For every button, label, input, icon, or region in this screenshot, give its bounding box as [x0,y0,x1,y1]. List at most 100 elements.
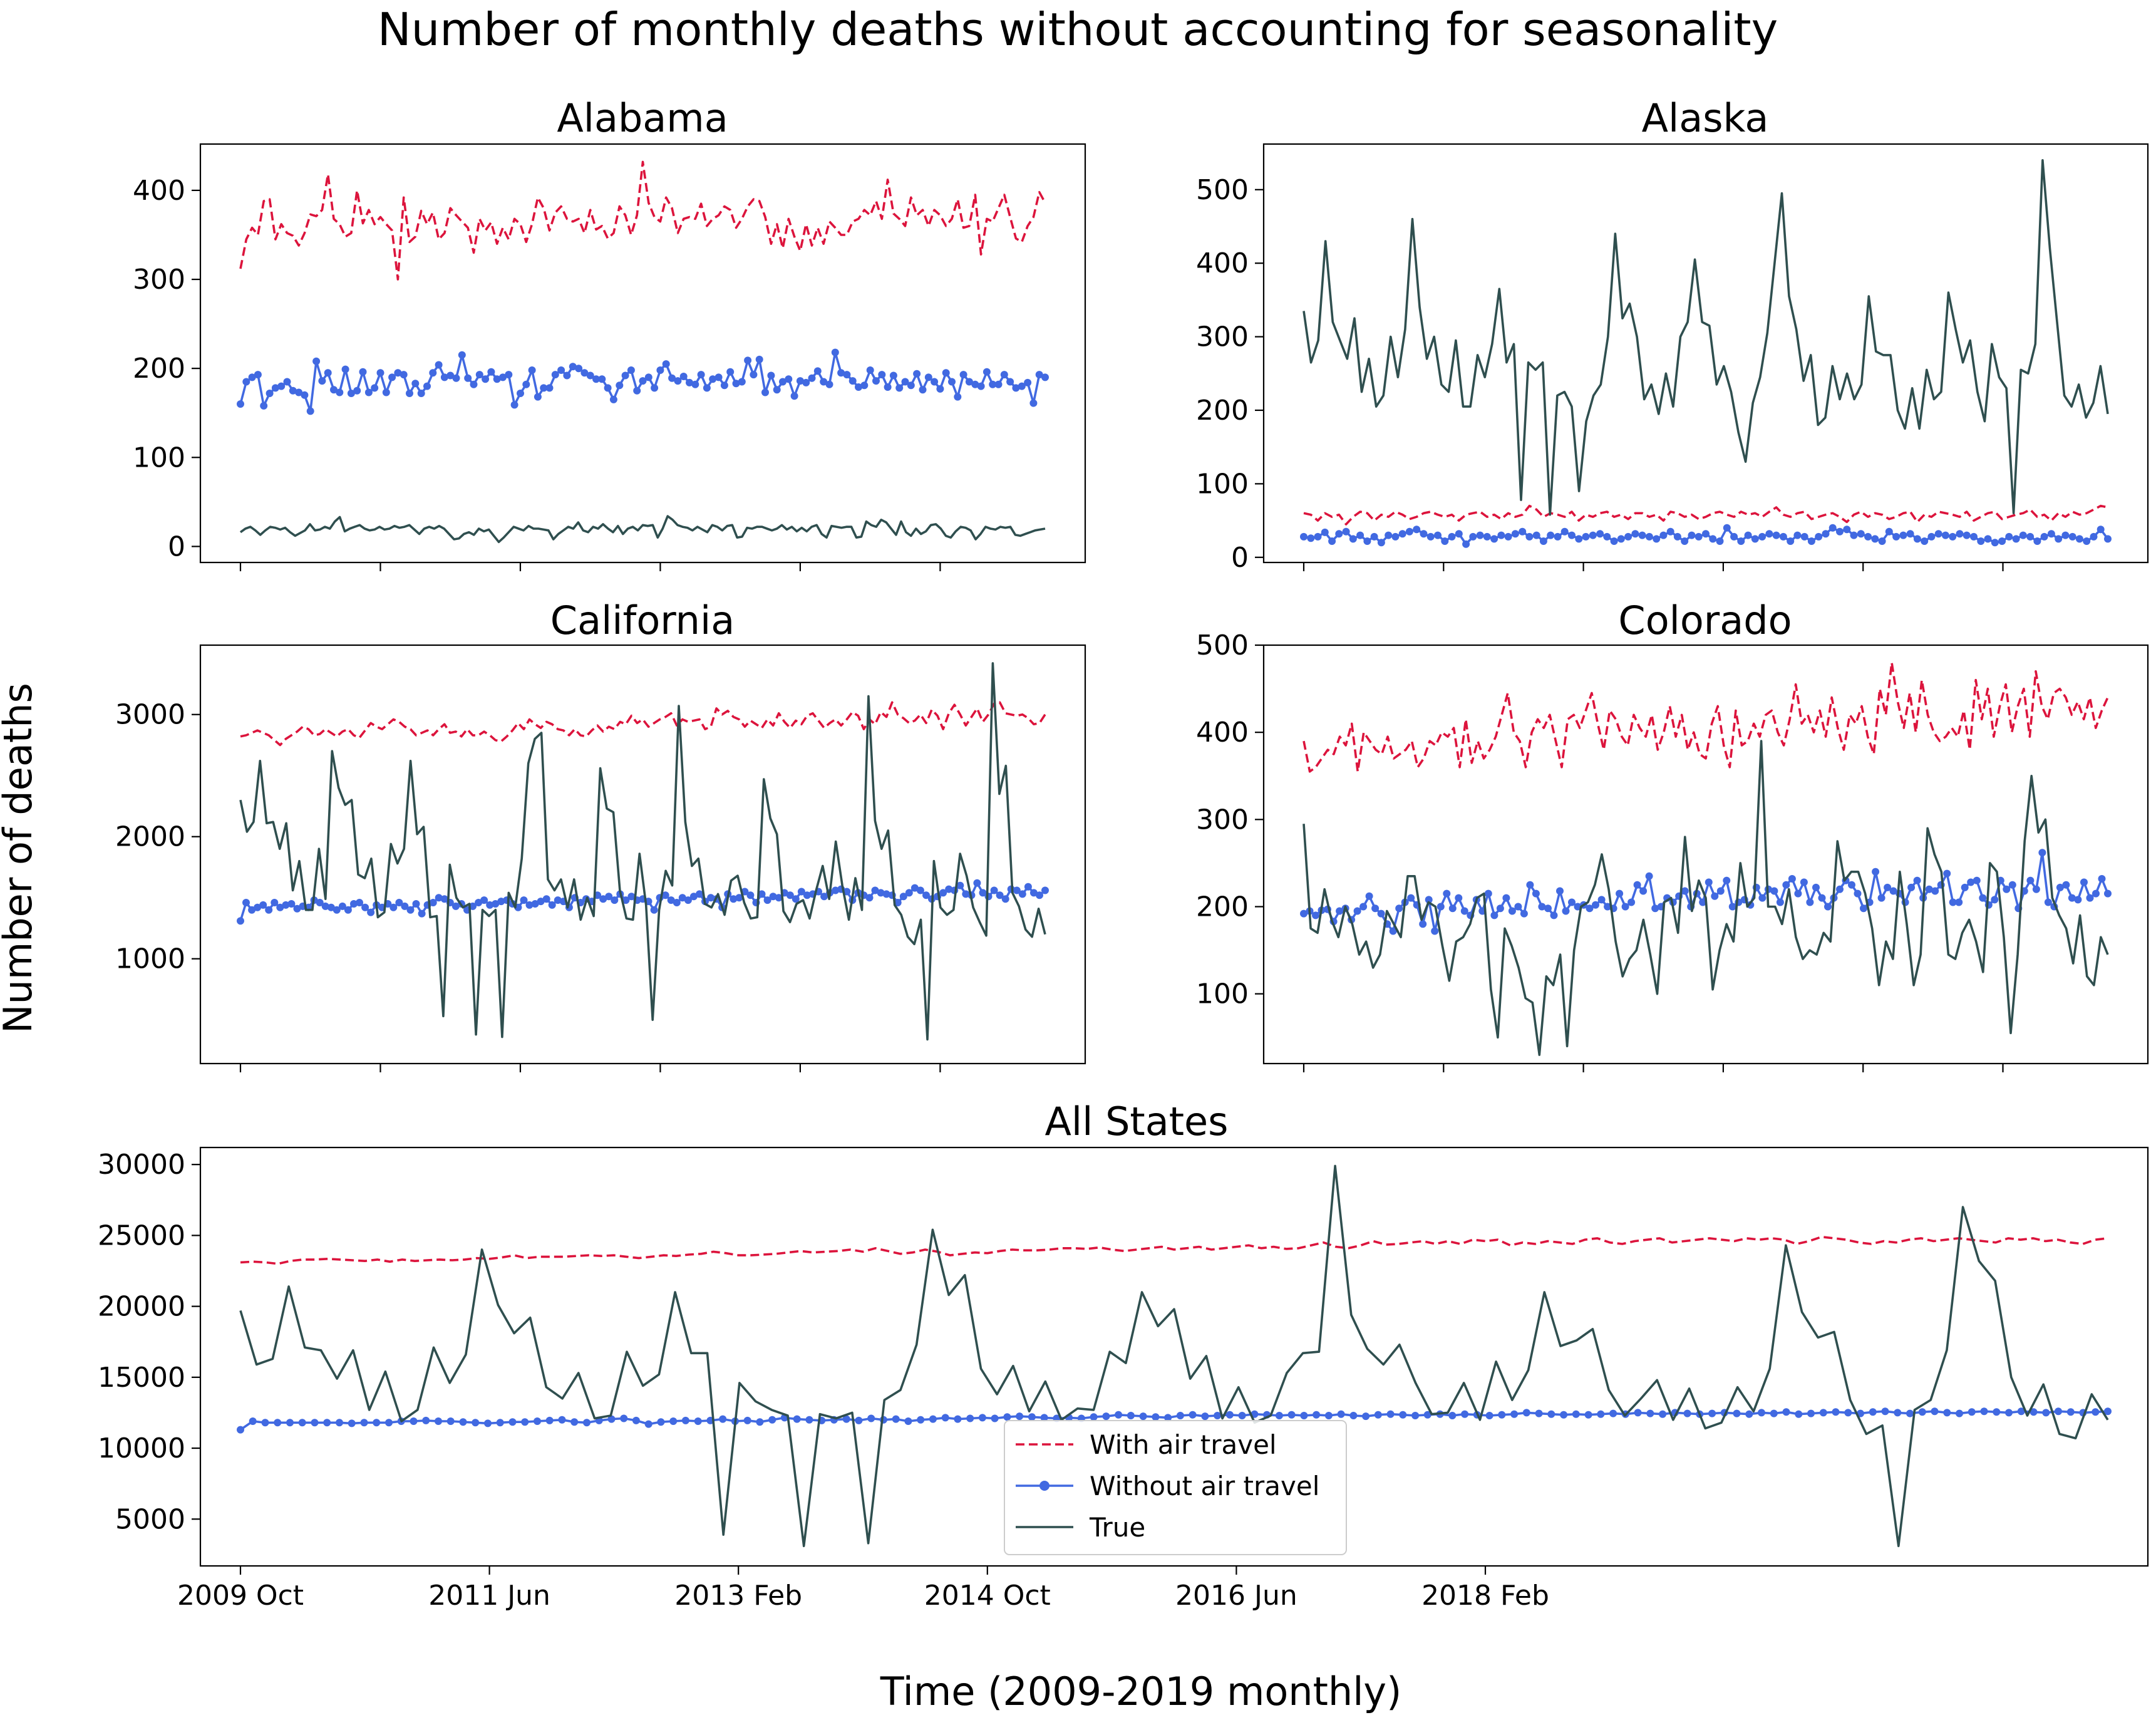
data-point [1788,875,1796,883]
data-point [1681,537,1689,545]
data-point [808,374,816,382]
data-point [1843,526,1851,534]
data-point [242,899,250,906]
data-point [803,891,811,899]
data-point [1956,1409,1963,1417]
data-point [482,375,490,383]
data-point [621,371,629,380]
data-point [1504,532,1512,541]
data-point [287,900,296,908]
data-point [616,381,624,390]
data-point [1716,887,1725,895]
data-point [866,366,874,374]
data-point [805,1416,813,1424]
data-point [831,348,839,356]
series-line-true [1302,740,2109,1056]
data-point [657,1418,665,1426]
legend-label: Without air travel [1090,1471,1319,1501]
data-point [954,1415,962,1423]
data-point [767,371,775,380]
data-point [1012,384,1020,392]
data-point [364,388,373,396]
data-point [2104,1407,2112,1416]
data-point [336,388,344,396]
data-point [1787,537,1795,545]
data-point [2005,532,2013,541]
data-point [797,888,805,896]
data-point [1003,1413,1011,1421]
data-point [661,891,669,899]
data-point [563,371,571,380]
data-point [1275,1412,1283,1419]
data-point [1877,894,1885,902]
data-point [1918,1408,1926,1416]
x-tick-label: 2018 Feb [1421,1580,1549,1612]
data-point [1812,883,1820,891]
data-point [1699,898,1707,906]
data-point [786,891,794,899]
data-point [977,382,985,390]
data-point [406,390,413,397]
data-point [936,385,944,393]
data-point [1374,1411,1382,1419]
data-point [820,378,828,386]
data-point [248,906,256,914]
data-point [1335,530,1343,538]
data-point [522,380,530,388]
data-point [1411,1412,1420,1419]
data-point [1391,532,1400,541]
data-point [389,903,398,911]
data-point [2074,896,2082,904]
y-tick-label: 100 [1196,468,1249,500]
data-point [2083,537,2091,545]
data-point [681,1416,689,1424]
data-point [1386,1410,1395,1418]
y-tick-label: 200 [133,353,185,385]
data-point [1139,1412,1147,1421]
data-point [1568,531,1576,539]
data-point [599,895,607,903]
data-point [1934,530,1942,538]
data-point [1407,894,1415,902]
data-point [1426,532,1435,541]
data-point [1854,889,1862,898]
data-point [347,390,355,397]
data-point [1029,889,1038,897]
y-tick-label: 30000 [98,1149,185,1181]
data-point [979,889,987,897]
panel-title-alaska: Alaska [1642,95,1769,141]
data-point [1828,524,1837,532]
data-point [360,1419,368,1427]
data-point [1800,532,1808,541]
data-point [679,373,688,380]
data-point [1337,1410,1345,1418]
data-point [394,369,402,377]
data-point [865,894,874,902]
data-point [318,377,326,385]
y-tick-label: 300 [133,264,185,296]
data-point [350,900,358,908]
data-point [667,896,675,904]
data-point [1028,1413,1036,1421]
data-point [2104,889,2112,898]
data-point [469,902,477,910]
data-point [497,898,505,906]
data-point [1423,1411,1431,1419]
data-point [1189,1411,1197,1419]
data-point [410,1417,418,1425]
data-point [440,373,448,381]
panel-all-states: All States 5000 10000 15000 20000 25000 30000… [98,1099,2149,1612]
data-point [1634,1409,1642,1417]
data-point [848,377,857,385]
data-point [942,369,950,377]
data-point [793,1415,801,1423]
data-point [971,380,979,388]
data-point [1892,532,1901,541]
data-point [1913,876,1921,884]
series-line-with-air [239,160,1046,281]
data-point [1776,898,1784,906]
y-tick-label: 0 [1231,542,1249,574]
data-point [1356,531,1364,539]
data-point [931,378,939,386]
figure-xlabel: Time (2009-2019 monthly) [880,1669,1402,1714]
